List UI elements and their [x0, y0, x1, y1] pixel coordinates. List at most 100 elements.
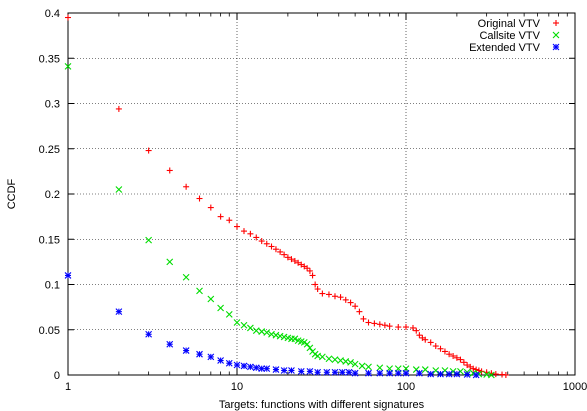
- data-point: [295, 259, 302, 266]
- legend-label: Original VTV: [478, 18, 541, 30]
- data-point: [145, 236, 153, 244]
- data-point: [246, 324, 254, 332]
- series-callsite-vtv: [64, 63, 495, 379]
- data-point: [381, 322, 388, 329]
- data-point: [196, 350, 203, 358]
- x-axis-label: Targets: functions with different signat…: [219, 399, 425, 411]
- data-point: [263, 240, 270, 247]
- data-point: [356, 308, 363, 315]
- data-point: [309, 272, 316, 279]
- data-point: [240, 321, 248, 329]
- data-point: [323, 368, 331, 376]
- data-point: [351, 369, 359, 377]
- data-point: [331, 293, 338, 300]
- data-point: [338, 368, 346, 376]
- data-point: [472, 371, 480, 379]
- data-point: [318, 353, 326, 361]
- data-point: [115, 308, 123, 316]
- data-point: [386, 369, 394, 377]
- legend-label: Callsite VTV: [479, 30, 540, 42]
- data-point: [492, 371, 499, 378]
- data-point: [284, 254, 291, 261]
- data-point: [463, 371, 471, 378]
- data-point: [470, 365, 477, 372]
- x-tick-label: 100: [397, 381, 415, 393]
- data-point: [427, 370, 435, 378]
- data-point: [297, 367, 305, 375]
- data-point: [352, 303, 359, 310]
- legend-marker: [552, 43, 560, 51]
- data-point: [415, 369, 423, 377]
- data-point: [437, 370, 444, 378]
- data-point: [445, 370, 453, 378]
- y-tick-label: 0.1: [45, 280, 60, 292]
- data-point: [360, 315, 367, 322]
- data-point: [166, 167, 173, 174]
- data-point: [331, 356, 339, 364]
- data-point: [233, 319, 241, 326]
- data-point: [303, 340, 311, 348]
- data-point: [182, 273, 190, 281]
- y-tick-label: 0.25: [39, 144, 60, 156]
- y-tick-label: 0.35: [39, 53, 60, 65]
- data-point: [65, 14, 71, 21]
- data-point: [240, 362, 248, 370]
- data-point: [272, 366, 280, 373]
- axis-ticks: 0 0.05 0.1 0.15 0.2 0.25 0.3 0.35 0.4 1 10 100 1000: [39, 8, 587, 393]
- y-tick-label: 0.2: [45, 189, 60, 201]
- x-tick-label: 10: [231, 381, 243, 393]
- data-point: [345, 368, 353, 376]
- data-point: [217, 357, 225, 364]
- data-point: [365, 319, 372, 326]
- series-original-vtv: [65, 14, 509, 378]
- data-point: [365, 363, 372, 371]
- data-marks: [64, 14, 509, 379]
- data-point: [325, 355, 333, 363]
- legend-marker: [552, 31, 560, 39]
- data-point: [306, 267, 313, 274]
- data-point: [337, 294, 344, 301]
- data-point: [449, 367, 457, 375]
- data-point: [306, 344, 314, 352]
- data-point: [272, 331, 280, 339]
- y-tick-label: 0.15: [39, 234, 60, 246]
- data-point: [234, 223, 240, 230]
- data-point: [263, 329, 271, 336]
- plot-frame: [67, 12, 576, 376]
- data-point: [314, 286, 321, 293]
- data-point: [288, 256, 295, 263]
- data-point: [365, 369, 372, 377]
- data-point: [196, 195, 203, 202]
- data-point: [145, 147, 152, 154]
- y-axis-label: CCDF: [6, 178, 18, 209]
- legend-marker: [553, 20, 559, 26]
- data-point: [306, 367, 314, 375]
- grid-lines: [68, 13, 575, 375]
- data-point: [325, 291, 332, 298]
- data-point: [166, 340, 174, 348]
- x-tick-label: 1: [65, 381, 71, 393]
- data-point: [446, 351, 453, 358]
- data-point: [207, 295, 215, 303]
- data-point: [402, 369, 410, 377]
- data-point: [247, 230, 254, 237]
- data-point: [347, 358, 354, 366]
- data-point: [319, 290, 326, 297]
- data-point: [145, 330, 153, 338]
- data-point: [376, 364, 384, 372]
- data-point: [413, 327, 420, 334]
- data-point: [252, 327, 260, 335]
- data-point: [276, 332, 284, 340]
- data-point: [337, 357, 344, 364]
- data-point: [422, 336, 429, 343]
- data-point: [432, 367, 440, 374]
- data-point: [314, 368, 322, 376]
- data-point: [246, 363, 254, 371]
- data-point: [409, 324, 416, 331]
- data-point: [115, 105, 122, 112]
- data-point: [263, 365, 271, 373]
- y-tick-label: 0.05: [39, 325, 60, 337]
- data-point: [182, 347, 190, 354]
- data-point: [457, 367, 464, 375]
- data-point: [288, 367, 295, 374]
